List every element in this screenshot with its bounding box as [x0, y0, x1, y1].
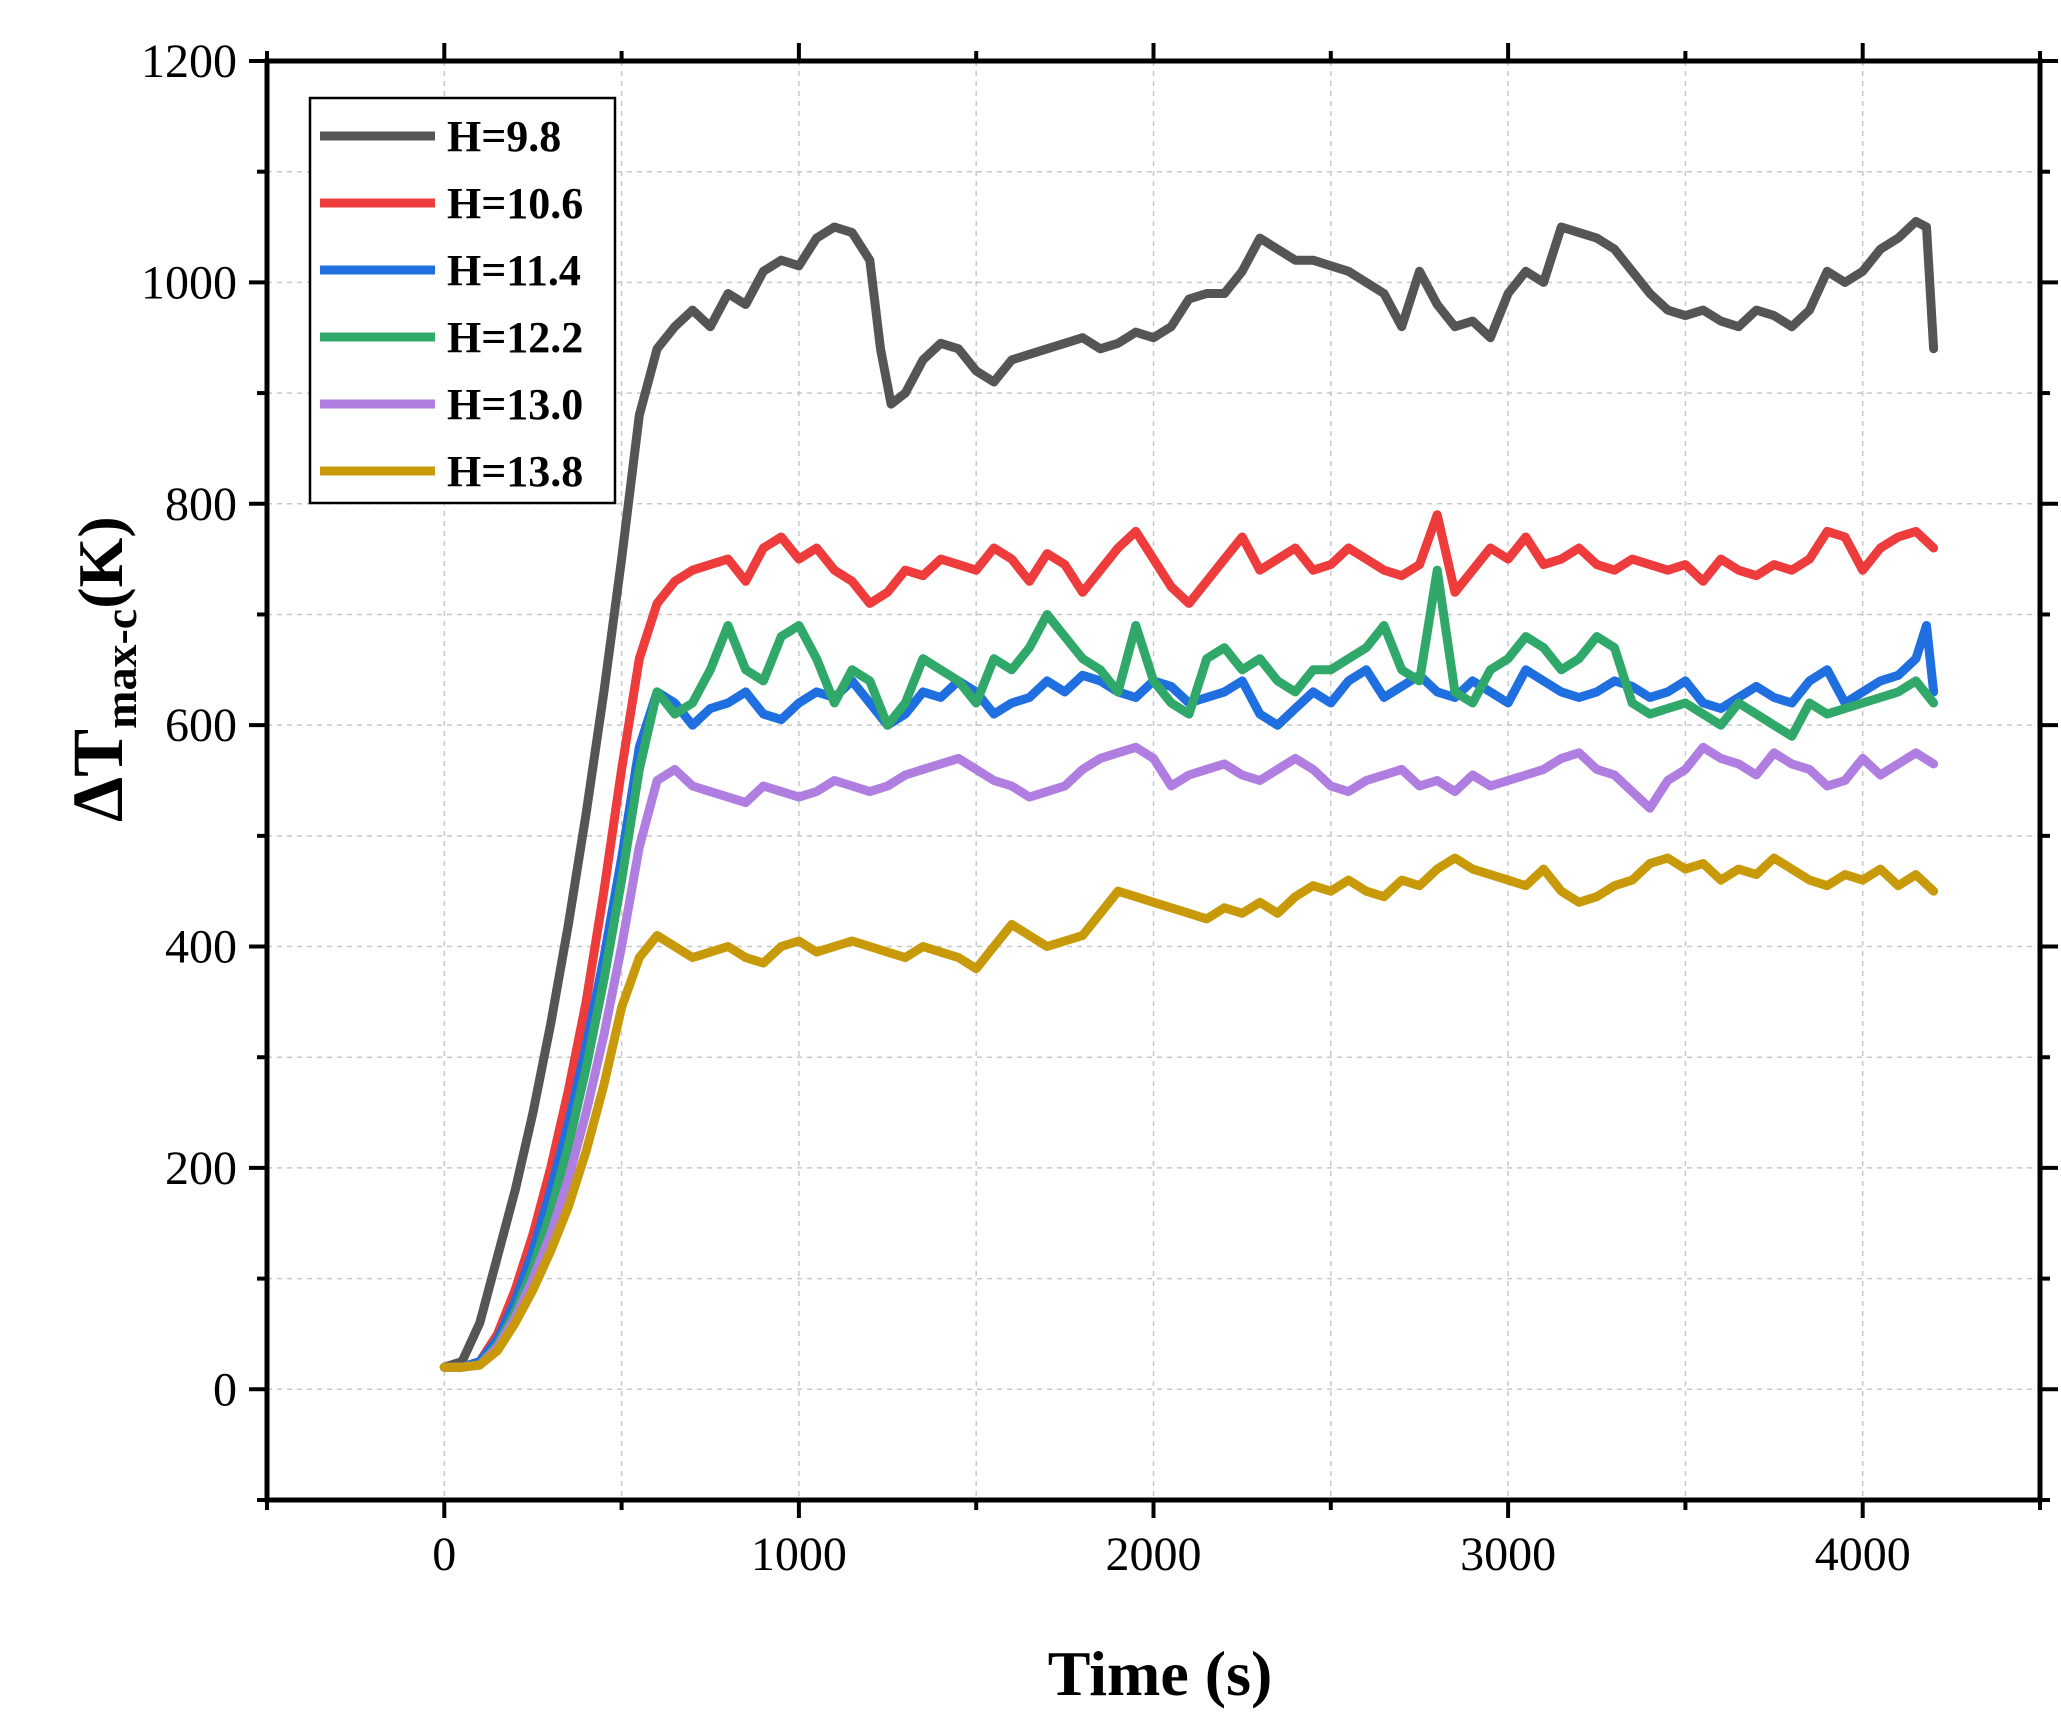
- series-line-h-13-0: [439, 742, 1939, 1372]
- legend-label: H=13.8: [447, 447, 583, 496]
- y-tick-label: 200: [165, 1142, 237, 1195]
- y-axis-title: ΔTmax-c(K): [58, 516, 146, 822]
- y-tick-label: 600: [165, 699, 237, 752]
- svg-text:ΔTmax-c(K): ΔTmax-c(K): [58, 516, 146, 822]
- legend-label: H=9.8: [447, 112, 561, 161]
- y-tick-label: 0: [213, 1363, 237, 1416]
- y-axis-symbol: ΔT: [58, 729, 138, 822]
- x-tick-label: 0: [432, 1528, 456, 1581]
- series-line-h-10-6: [439, 510, 1939, 1372]
- legend-box: [308, 96, 617, 505]
- y-axis-subscript: max-c: [95, 609, 146, 729]
- x-axis-title: Time (s): [1048, 1638, 1273, 1709]
- series-line-h-12-2: [439, 565, 1939, 1372]
- legend-label: H=11.4: [447, 246, 581, 295]
- x-tick-label: 2000: [1106, 1528, 1202, 1581]
- x-tick-label: 3000: [1460, 1528, 1556, 1581]
- y-tick-label: 400: [165, 921, 237, 974]
- axis-ticks: [249, 43, 2058, 1518]
- legend-label: H=13.0: [447, 380, 583, 429]
- legend: H=9.8 H=10.6 H=11.4 H=12.2 H=13.0 H=13.8: [308, 96, 617, 505]
- x-tick-label: 4000: [1815, 1528, 1911, 1581]
- y-tick-label: 1000: [141, 256, 237, 309]
- series-line-h-11-4: [439, 621, 1939, 1372]
- y-tick-label: 1200: [141, 35, 237, 88]
- legend-label: H=12.2: [447, 313, 583, 362]
- y-tick-label: 800: [165, 478, 237, 531]
- series-lines: [439, 217, 1939, 1372]
- y-axis-unit: (K): [65, 516, 136, 608]
- series-line-h-9-8: [439, 217, 1939, 1372]
- axis-tick-labels: 0 1000 2000 3000 4000 0 200 400 600 800 1000 1200: [141, 35, 1911, 1581]
- series-line-h-13-8: [439, 853, 1939, 1372]
- x-tick-label: 1000: [751, 1528, 847, 1581]
- legend-label: H=10.6: [447, 179, 583, 228]
